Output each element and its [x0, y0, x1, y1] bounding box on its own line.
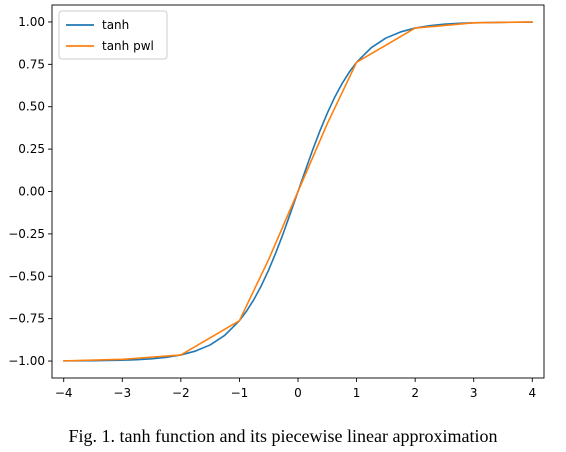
chart: −4 −3 −2 −1 0 1 2 3 4 1.00 0.75 0.50 0.25 0.00 −0.25 −0… [8, 4, 545, 400]
x-tick-label: −4 [55, 386, 73, 400]
y-tick-label: 0.75 [18, 57, 45, 71]
x-tick-label: −2 [172, 386, 190, 400]
y-tick-label: 1.00 [18, 15, 45, 29]
ticks: −4 −3 −2 −1 0 1 2 3 4 1.00 0.75 0.50 0.25 0.00 −0.25 −0… [8, 15, 536, 400]
y-tick-label: −1.00 [8, 354, 45, 368]
legend-label-tanh: tanh [102, 18, 129, 32]
figure-caption: Fig. 1. tanh function and its piecewise … [68, 426, 498, 446]
y-tick-label: −0.75 [8, 312, 45, 326]
legend-label-tanh-pwl: tanh pwl [102, 39, 154, 53]
x-tick-label: −1 [231, 386, 249, 400]
y-tick-label: 0.25 [18, 142, 45, 156]
y-tick-label: −0.50 [8, 269, 45, 283]
series-line-tanh-pwl [62, 21, 534, 362]
legend: tanh tanh pwl [58, 10, 168, 60]
legend-box [58, 10, 168, 60]
y-tick-label: 0.50 [18, 100, 45, 114]
y-tick-label: −0.25 [8, 227, 45, 241]
x-tick-label: 2 [411, 386, 419, 400]
x-tick-label: 0 [294, 386, 302, 400]
x-tick-label: 4 [528, 386, 536, 400]
x-tick-label: −3 [113, 386, 131, 400]
x-tick-label: 1 [353, 386, 361, 400]
x-tick-label: 3 [470, 386, 478, 400]
series-group [62, 21, 534, 362]
y-tick-label: 0.00 [18, 185, 45, 199]
